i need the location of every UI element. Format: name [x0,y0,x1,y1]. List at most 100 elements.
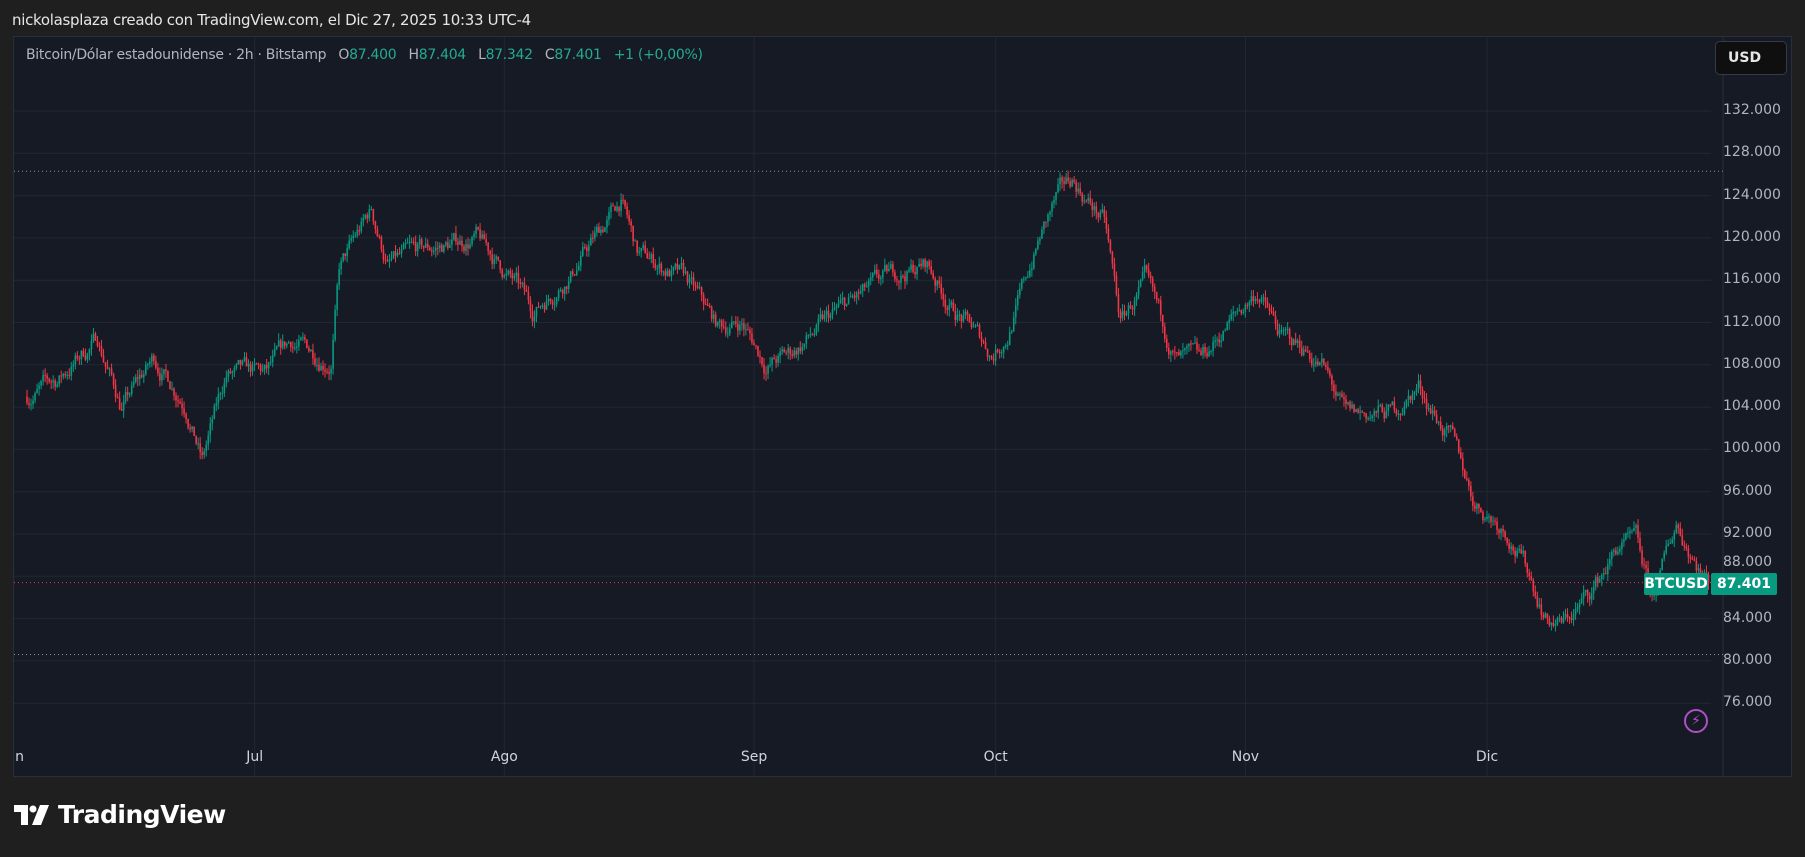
candle-body-up [916,266,918,275]
candle-body-down [1123,310,1126,316]
candle-body-down [1240,310,1243,313]
candle-body-up [1192,343,1194,345]
candle-body-up [1254,299,1257,302]
candle-body-down [980,336,983,342]
candle-body-down [1327,366,1329,371]
candle-body-down [978,324,981,337]
candle-body-up [354,235,357,237]
candle-body-down [944,299,947,308]
candle-body-up [1296,340,1299,344]
candle-body-down [430,250,433,252]
candle-body-down [702,294,705,304]
candle-body-up [1609,559,1611,565]
candle-body-up [1135,294,1138,301]
candle-body-up [1137,286,1140,295]
candle-body-down [104,362,107,367]
candle-body-down [1641,550,1643,565]
candle-body-down [398,252,401,254]
candle-body-down [765,373,767,375]
candle-body-up [861,284,864,292]
candle-body-down [110,368,113,375]
candle-body-up [1284,328,1287,331]
candle-body-down [1381,405,1384,413]
candle-body-up [1554,624,1557,626]
candle-body-up [1617,551,1619,554]
candle-body-down [265,364,268,369]
candle-body-down [1560,617,1563,623]
candle-body-down [1468,479,1470,486]
candle-body-up [1065,177,1067,184]
candle-body-down [1091,202,1094,211]
candle-body-up [1544,613,1547,618]
candle-body-down [785,352,787,354]
candle-body-up [451,239,453,246]
candle-body-down [946,307,949,310]
candle-body-up [1280,330,1283,332]
candle-body-down [821,314,824,319]
candle-body-down [565,286,568,289]
candlestick-chart[interactable] [14,37,1792,777]
candle-body-down [50,381,52,383]
candle-body-up [1004,345,1007,347]
symbol-name[interactable]: Bitcoin/Dólar estadounidense · 2h · Bits… [26,47,327,63]
candle-body-up [588,245,590,251]
candle-body-down [1264,297,1267,302]
candle-body-up [66,374,69,376]
candle-body-down [1294,339,1297,344]
candle-body-down [876,269,878,275]
candle-body-up [128,393,131,395]
candle-body-up [1369,418,1371,420]
currency-button[interactable]: USD [1715,41,1787,75]
candle-body-down [636,240,638,253]
candle-body-down [1272,311,1275,316]
candle-body-down [1419,380,1422,390]
candle-body-up [432,250,435,252]
candle-body-up [1312,364,1315,366]
candle-body-down [1147,269,1150,276]
candle-body-up [334,309,336,340]
candle-body-up [1121,310,1124,319]
candle-body-down [1095,206,1098,214]
candle-body-up [1208,351,1210,357]
candle-body-up [253,363,256,366]
candle-body-down [630,221,632,226]
candle-body-down [292,347,294,349]
candle-body-up [535,307,538,317]
candle-body-up [88,349,91,354]
last-price-tag: 87.401 [1711,573,1777,595]
candle-body-down [1345,399,1347,405]
candle-body-down [477,227,479,230]
candle-body-up [1077,188,1079,192]
candle-body-down [1588,595,1591,600]
candle-body-up [471,237,473,245]
logo-text: TradingView [58,800,226,829]
candle-body-down [986,348,989,357]
candle-body-up [650,254,653,259]
chart-panel[interactable]: Bitcoin/Dólar estadounidense · 2h · Bits… [13,36,1792,777]
candle-body-down [1085,200,1088,202]
lightning-icon[interactable]: ⚡ [1684,709,1708,733]
candle-body-up [364,215,367,219]
candle-body-up [1037,240,1039,249]
candle-body-up [134,377,137,383]
candle-body-down [239,359,242,365]
candle-body-down [54,380,56,387]
candle-body-up [666,270,669,276]
candle-body-down [1172,351,1174,353]
candle-body-down [1079,188,1081,194]
high-label: H [408,47,419,63]
candle-body-down [1707,574,1710,583]
candle-body-down [245,357,248,367]
candle-body-down [894,272,896,280]
candle-body-up [219,393,222,395]
symbol-legend: Bitcoin/Dólar estadounidense · 2h · Bits… [26,47,703,63]
candle-body-up [833,307,836,310]
candle-body-down [118,398,121,410]
candle-body-up [241,360,244,365]
candle-body-up [837,303,840,307]
price-tick-label: 88.000 [1723,554,1772,570]
tradingview-logo[interactable]: TradingView [14,800,226,829]
candle-body-up [1476,503,1478,509]
candle-body-up [1437,421,1440,423]
candle-body-up [849,296,852,298]
